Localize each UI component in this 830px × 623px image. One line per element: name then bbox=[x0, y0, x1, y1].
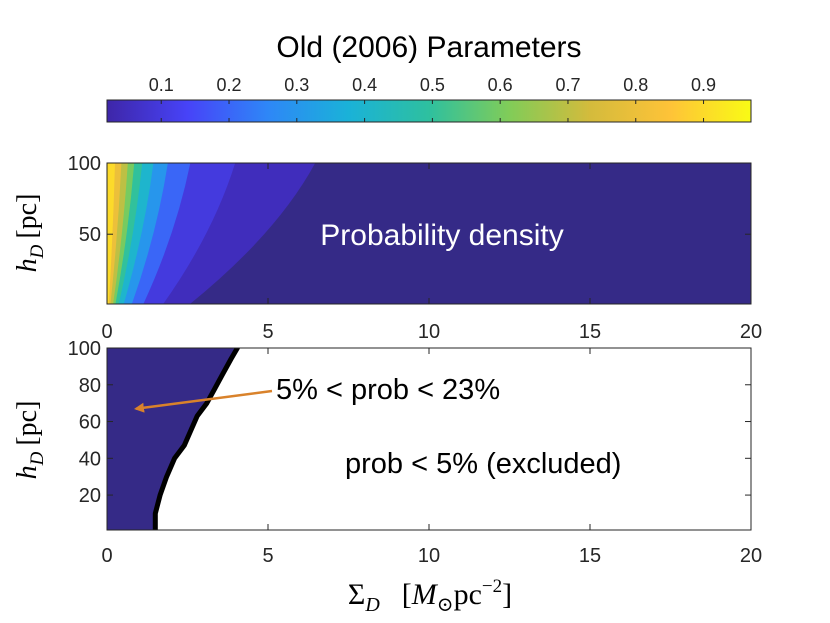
colorbar-tick-label: 0.3 bbox=[284, 75, 309, 95]
colorbar-tick-label: 0.2 bbox=[217, 75, 242, 95]
top-axis-ticks: 0 5 10 15 20 50 100 bbox=[68, 153, 763, 343]
bottom-boundary-line bbox=[152, 348, 240, 530]
bottom-xtick-label: 0 bbox=[101, 545, 112, 567]
bottom-xtick-label: 20 bbox=[740, 545, 762, 567]
colorbar-tick-label: 0.8 bbox=[623, 75, 648, 95]
top-ytick-label: 100 bbox=[68, 153, 101, 175]
bottom-ylabel: hD[pc] bbox=[12, 401, 48, 480]
top-ytick-label: 50 bbox=[79, 224, 101, 246]
bottom-plot: 0 5 10 15 20 20 40 60 80 100 5% < prob < 23% prob… bbox=[12, 338, 762, 616]
colorbar-tick-label: 0.4 bbox=[352, 75, 377, 95]
colorbar-tick-label: 0.1 bbox=[149, 75, 174, 95]
bottom-ytick-label: 60 bbox=[79, 412, 101, 434]
colorbar: Old (2006) Parameters 0.1 0.2 0.3 0.4 0.5 0.6… bbox=[106, 31, 752, 123]
top-xtick-label: 5 bbox=[262, 321, 273, 343]
colorbar-strip bbox=[106, 99, 752, 123]
bottom-xtick-label: 10 bbox=[418, 545, 440, 567]
bottom-region-inside-label: 5% < prob < 23% bbox=[276, 374, 500, 406]
top-ylabel: hD[pc] bbox=[12, 194, 48, 273]
bottom-axis-ticks: 0 5 10 15 20 20 40 60 80 100 bbox=[68, 338, 763, 567]
top-xtick-label: 20 bbox=[740, 321, 762, 343]
bottom-xlabel: ΣD [M⊙pc−2] bbox=[348, 576, 512, 616]
bottom-arrow bbox=[134, 389, 273, 413]
top-annotation: Probability density bbox=[320, 219, 563, 252]
colorbar-tick-labels: 0.1 0.2 0.3 0.4 0.5 0.6 0.7 0.8 0.9 bbox=[149, 75, 716, 95]
bottom-ytick-label: 20 bbox=[79, 485, 101, 507]
bottom-allowed-region bbox=[107, 348, 238, 530]
top-plot: 0 5 10 15 20 50 100 Probability density hD[pc] bbox=[12, 153, 762, 343]
bottom-ytick-label: 100 bbox=[68, 338, 101, 360]
top-xtick-label: 15 bbox=[579, 321, 601, 343]
colorbar-title: Old (2006) Parameters bbox=[276, 31, 581, 64]
bottom-ytick-label: 40 bbox=[79, 448, 101, 470]
bottom-region-outside-label: prob < 5% (excluded) bbox=[345, 448, 621, 480]
colorbar-tick-label: 0.7 bbox=[555, 75, 580, 95]
colorbar-tick-label: 0.5 bbox=[420, 75, 445, 95]
top-heatmap-bands bbox=[107, 163, 316, 304]
colorbar-tick-label: 0.9 bbox=[691, 75, 716, 95]
top-xtick-label: 10 bbox=[418, 321, 440, 343]
colorbar-tick-label: 0.6 bbox=[488, 75, 513, 95]
bottom-ytick-label: 80 bbox=[79, 375, 101, 397]
colorbar-ticks bbox=[160, 100, 705, 122]
bottom-xtick-label: 15 bbox=[579, 545, 601, 567]
top-heatmap-band bbox=[107, 163, 115, 304]
bottom-xtick-label: 5 bbox=[262, 545, 273, 567]
top-xtick-label: 0 bbox=[101, 321, 112, 343]
